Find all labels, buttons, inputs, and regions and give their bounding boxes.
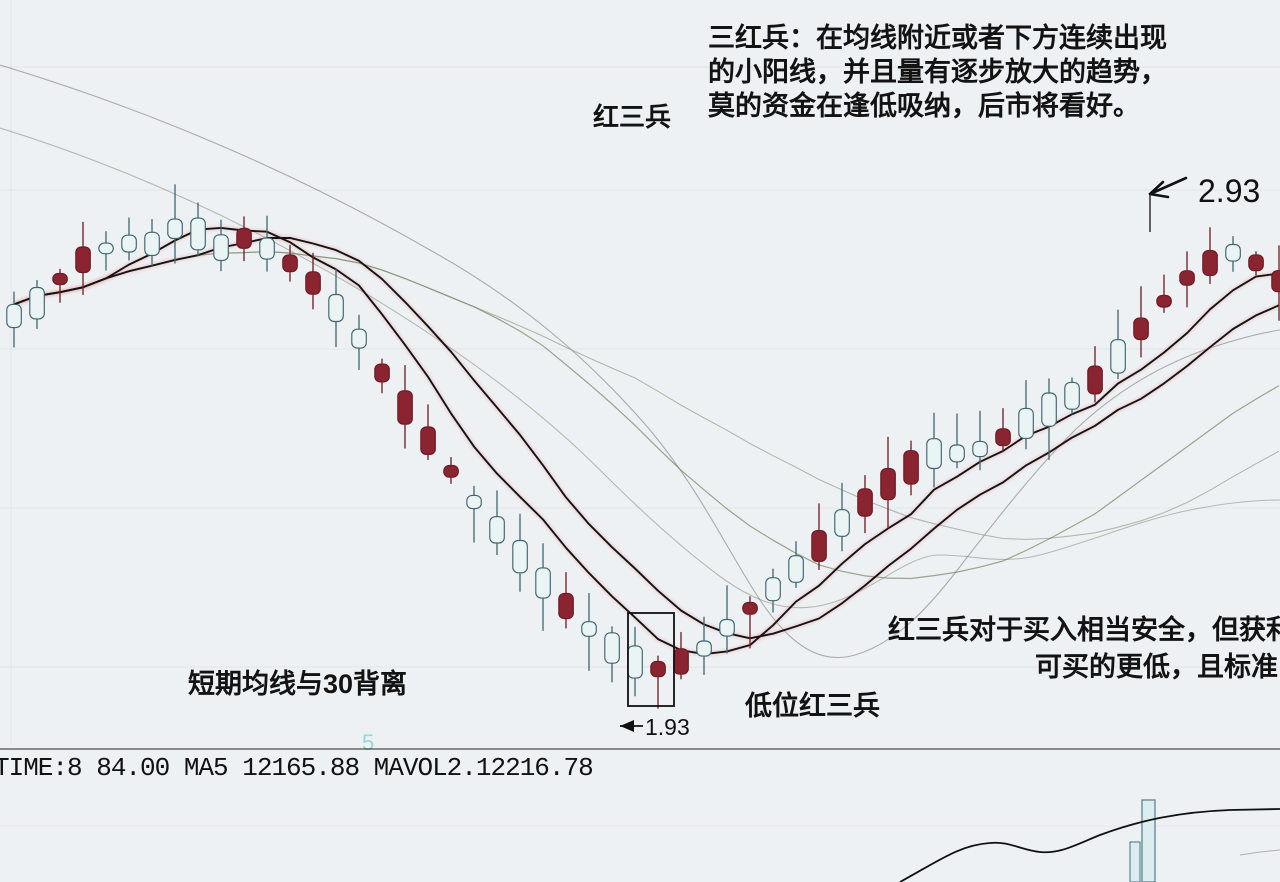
svg-text:2.93: 2.93 (1198, 173, 1260, 209)
svg-text:5: 5 (362, 730, 374, 755)
svg-text:1.93: 1.93 (645, 714, 690, 740)
svg-text:TIME:8 84.00 MA5 12165.88 MAVO: TIME:8 84.00 MA5 12165.88 MAVOL2.12216.7… (0, 753, 593, 783)
